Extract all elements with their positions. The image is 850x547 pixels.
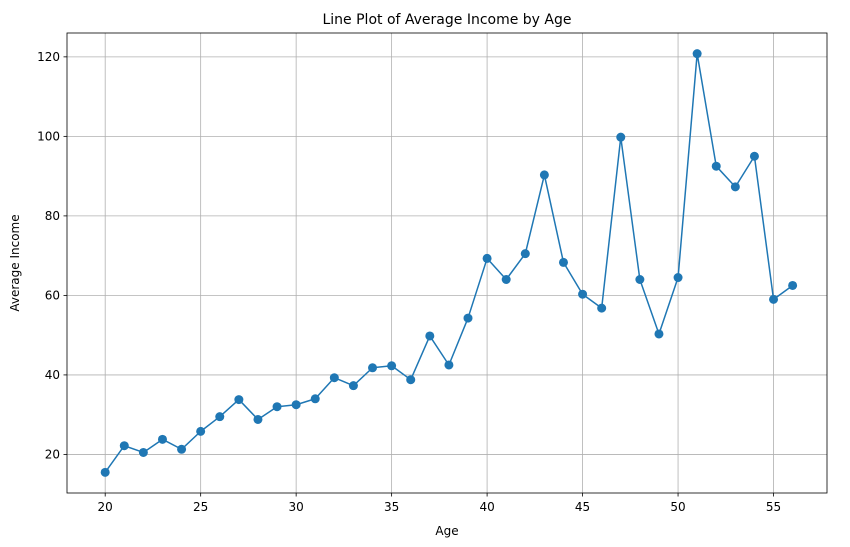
x-tick-label: 55	[766, 500, 781, 514]
data-point	[425, 331, 435, 341]
y-tick-label: 80	[45, 209, 60, 223]
y-tick-label: 120	[37, 50, 60, 64]
data-point	[558, 257, 568, 267]
y-tick-label: 20	[45, 447, 60, 461]
data-point	[119, 441, 129, 451]
chart-title: Line Plot of Average Income by Age	[322, 12, 571, 28]
data-point	[520, 249, 530, 259]
x-tick-label: 20	[98, 500, 113, 514]
data-point	[539, 170, 549, 180]
data-point	[501, 274, 511, 284]
data-point	[387, 361, 397, 371]
data-point	[253, 414, 263, 424]
data-point	[348, 381, 358, 391]
data-point	[100, 467, 110, 477]
data-points	[100, 49, 798, 477]
data-point	[291, 400, 301, 410]
data-point	[788, 280, 798, 290]
data-point	[711, 161, 721, 171]
data-point	[215, 412, 225, 422]
y-tick-label: 40	[45, 368, 60, 382]
data-point	[138, 447, 148, 457]
data-point	[310, 394, 320, 404]
x-tick-label: 35	[384, 500, 399, 514]
data-point	[482, 253, 492, 263]
data-point	[157, 434, 167, 444]
x-axis-label: Age	[435, 524, 458, 538]
x-tick-label: 30	[289, 500, 304, 514]
grid	[67, 33, 827, 493]
data-point	[769, 294, 779, 304]
y-axis-ticks: 20 40 60 80 100 120	[37, 50, 67, 461]
data-point	[329, 373, 339, 383]
plot-frame	[66, 32, 828, 494]
y-tick-label: 60	[45, 288, 60, 302]
data-point	[463, 313, 473, 323]
x-tick-label: 40	[479, 500, 494, 514]
x-axis-ticks: 20 25 30 35 40 45 50 55	[98, 493, 781, 514]
y-axis-label: Average Income	[8, 214, 22, 311]
data-point	[444, 360, 454, 370]
data-point	[749, 151, 759, 161]
data-point	[368, 363, 378, 373]
data-point	[692, 49, 702, 59]
data-point	[272, 402, 282, 412]
data-point	[730, 182, 740, 192]
data-point	[597, 303, 607, 313]
series-line-group	[104, 52, 794, 473]
data-point	[654, 329, 664, 339]
data-point	[234, 395, 244, 405]
data-point	[578, 289, 588, 299]
x-tick-label: 45	[575, 500, 590, 514]
data-point	[177, 444, 187, 454]
data-point	[406, 375, 416, 385]
data-point	[635, 274, 645, 284]
data-point	[196, 426, 206, 436]
x-tick-label: 25	[193, 500, 208, 514]
series-line	[104, 52, 794, 473]
data-point	[673, 273, 683, 283]
data-point	[616, 132, 626, 142]
y-tick-label: 100	[37, 129, 60, 143]
x-tick-label: 50	[670, 500, 685, 514]
